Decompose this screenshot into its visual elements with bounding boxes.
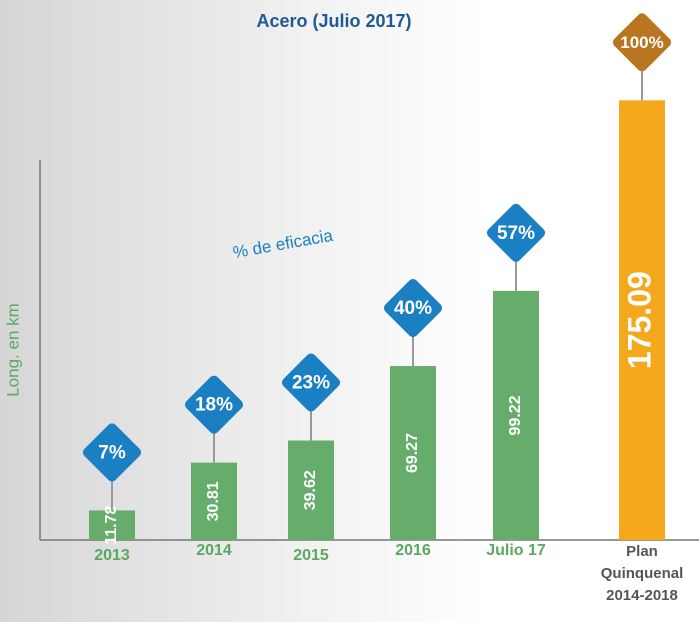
- efficacy-label: 23%: [292, 373, 330, 394]
- efficacy-label: 7%: [98, 442, 126, 463]
- value-label: 175.09: [621, 271, 657, 369]
- efficacy-diamond: [486, 203, 546, 262]
- x-tick-label: 2014: [196, 542, 232, 559]
- chart-title: Acero (Julio 2017): [256, 11, 411, 31]
- x-tick-label: 2016: [395, 542, 431, 559]
- efficacy-diamond: [281, 353, 341, 412]
- value-label: 11.78: [103, 506, 120, 545]
- x-tick-label: 2013: [94, 547, 130, 564]
- efficacy-label: 18%: [195, 395, 233, 416]
- value-label: 99.22: [507, 395, 524, 435]
- x-tick-label: Julio 17: [486, 542, 546, 559]
- bar: [390, 366, 436, 540]
- value-label: 30.81: [205, 481, 222, 521]
- annotation: % de eficacia: [231, 226, 334, 262]
- efficacy-label: 40%: [394, 298, 432, 319]
- bar: [288, 440, 334, 540]
- x-tick-label: Plan Quinquenal 2014-2018: [600, 543, 684, 604]
- bar: [89, 510, 135, 540]
- efficacy-diamond: [612, 13, 672, 72]
- efficacy-diamond: [383, 279, 443, 338]
- efficacy-label: 100%: [620, 33, 663, 52]
- bar: [493, 290, 539, 540]
- efficacy-diamond: [184, 375, 244, 434]
- value-label: 69.27: [404, 433, 421, 473]
- x-tick-label: 2015: [293, 547, 329, 564]
- bar: [191, 462, 237, 540]
- bar: [619, 100, 665, 540]
- efficacy-diamond: [82, 423, 142, 482]
- y-axis-label: Long. en km: [3, 303, 22, 397]
- efficacy-label: 57%: [497, 223, 535, 244]
- value-label: 39.62: [302, 470, 319, 510]
